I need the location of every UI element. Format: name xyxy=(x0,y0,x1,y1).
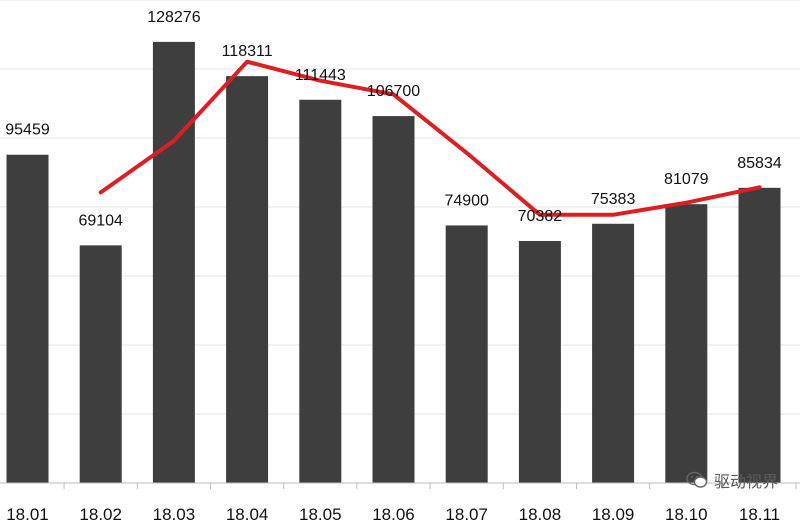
x-tick-label: 18.04 xyxy=(226,505,269,524)
bars xyxy=(6,41,781,484)
value-label: 128276 xyxy=(147,9,200,26)
bar-18.06 xyxy=(372,116,415,483)
value-label: 70382 xyxy=(518,208,563,225)
x-tick-label: 18.10 xyxy=(665,505,708,524)
x-tick-label: 18.05 xyxy=(299,505,342,524)
value-labels: 95459 69104 128276 118311 111443 106700 74900 7… xyxy=(5,9,782,229)
bar-18.09 xyxy=(592,223,635,483)
value-label: 111443 xyxy=(295,67,346,84)
value-label: 75383 xyxy=(591,191,636,208)
value-label: 95459 xyxy=(5,122,50,139)
x-tick-label: 18.11 xyxy=(739,505,780,524)
x-tick-label: 18.03 xyxy=(153,505,196,524)
wechat-icon xyxy=(686,471,708,488)
bar-18.05 xyxy=(299,99,342,484)
value-label: 106700 xyxy=(367,83,420,100)
value-label: 81079 xyxy=(664,171,709,188)
bar-18.04 xyxy=(226,76,269,483)
watermark: 驱动视界 xyxy=(686,468,778,492)
bar-18.02 xyxy=(79,245,122,483)
x-tick-label: 18.01 xyxy=(6,505,49,524)
bar-18.01 xyxy=(6,154,49,483)
value-label: 85834 xyxy=(737,155,782,172)
bar-18.11 xyxy=(738,187,781,484)
bar-18.10 xyxy=(665,204,708,483)
value-label: 69104 xyxy=(78,212,123,229)
x-tick-label: 18.02 xyxy=(79,505,122,524)
bar-18.08 xyxy=(518,240,561,483)
x-tick-label: 18.09 xyxy=(592,505,635,524)
trend-line xyxy=(98,59,762,217)
x-tick-label: 18.08 xyxy=(519,505,562,524)
x-ticks xyxy=(63,483,797,489)
value-label: 74900 xyxy=(444,192,489,209)
watermark-text: 驱动视界 xyxy=(713,472,778,491)
x-tick-label: 18.07 xyxy=(445,505,488,524)
x-tick-labels: 18.01 18.02 18.03 18.04 18.05 18.06 18.07 18.08… xyxy=(6,505,780,524)
bar-18.07 xyxy=(445,225,488,483)
value-label: 118311 xyxy=(222,43,273,60)
x-tick-label: 18.06 xyxy=(372,505,415,524)
bar-18.03 xyxy=(152,41,195,484)
